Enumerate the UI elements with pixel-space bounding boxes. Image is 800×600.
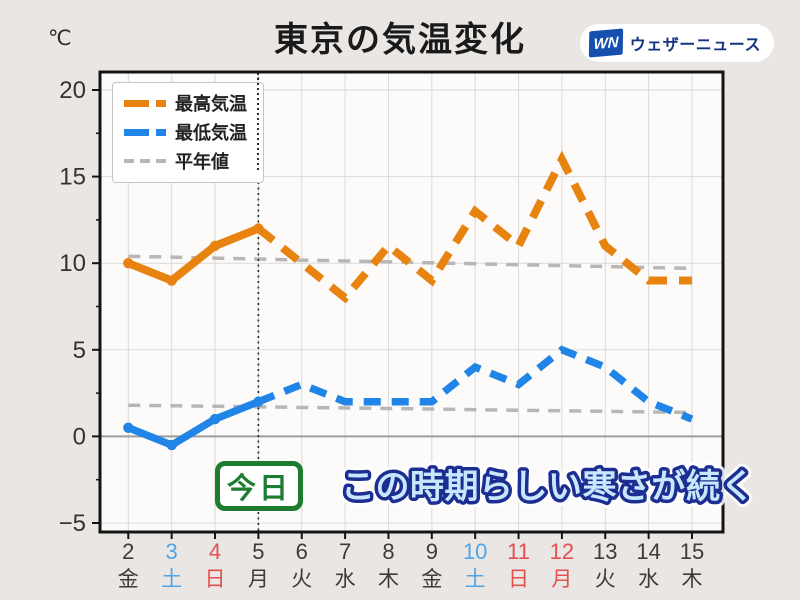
data-point-marker (209, 240, 221, 252)
x-axis-weekday-label: 日 (205, 568, 226, 591)
x-axis-weekday-label: 土 (465, 568, 486, 591)
min-temp-line-sample (124, 128, 166, 136)
max-temp-line-sample (124, 99, 166, 107)
legend-item-min-temp: 最低気温 (124, 122, 255, 143)
x-axis-day-label: 4 (209, 539, 221, 564)
y-axis-label: −5 (59, 510, 86, 537)
legend-label: 最高気温 (175, 94, 247, 114)
data-point-marker (166, 439, 177, 451)
y-axis-label: 15 (59, 164, 86, 191)
y-axis-label: 10 (59, 250, 86, 277)
x-axis-day-label: 15 (680, 539, 704, 564)
page-title: 東京の気温変化 (274, 21, 526, 59)
legend-item-normal: 平年値 (124, 151, 255, 172)
x-axis-day-label: 2 (122, 539, 134, 564)
today-badge: 今日 (215, 461, 303, 511)
x-axis-day-label: 3 (166, 539, 178, 564)
logo-text: ウェザーニュース (629, 37, 761, 54)
x-axis-day-label: 5 (252, 539, 264, 564)
legend-item-max-temp: 最高気温 (124, 93, 255, 114)
x-axis-day-label: 11 (507, 539, 530, 564)
min-temp-observed-line (124, 398, 263, 449)
x-axis-weekday-label: 月 (248, 568, 269, 591)
y-axis-label: 0 (73, 423, 86, 450)
x-axis-day-label: 13 (593, 539, 617, 564)
caption-glow: この時期らしい寒さが続く (341, 468, 755, 506)
x-axis-weekday-label: 木 (378, 568, 399, 591)
y-axis-unit-label: ℃ (48, 27, 72, 50)
x-axis-weekday-label: 火 (291, 568, 312, 591)
data-point-marker (253, 396, 264, 407)
data-point-marker (209, 413, 221, 425)
max-temp-forecast-line (255, 150, 692, 304)
x-axis-weekday-label: 月 (551, 568, 572, 591)
y-axis-label: 5 (73, 337, 86, 364)
x-axis-weekday-label: 金 (421, 568, 442, 591)
min-temp-forecast-line (256, 345, 694, 423)
plot-frame (98, 70, 725, 534)
x-axis-day-label: 10 (463, 539, 487, 564)
y-axis-label: 20 (59, 77, 86, 104)
weathernews-logo: WN ウェザーニュース (579, 24, 774, 62)
data-point-marker (123, 422, 134, 433)
x-axis-day-label: 12 (550, 539, 574, 564)
data-point-marker (253, 223, 264, 234)
x-axis-day-label: 8 (382, 539, 394, 564)
chart-legend: 最高気温 最低気温 平年値 (112, 82, 264, 183)
x-axis-weekday-label: 火 (595, 568, 616, 591)
data-point-marker (166, 275, 177, 286)
x-axis-weekday-label: 水 (638, 568, 659, 591)
data-point-marker (123, 258, 134, 269)
x-axis-weekday-label: 金 (118, 568, 139, 591)
x-axis-weekday-label: 土 (161, 568, 182, 591)
today-badge-label: 今日 (226, 473, 291, 505)
x-axis-day-label: 7 (339, 539, 351, 564)
x-axis-weekday-label: 木 (681, 568, 702, 591)
today-marker-line (257, 73, 259, 170)
legend-label: 平年値 (175, 152, 229, 172)
normal-value-line (128, 254, 693, 271)
x-axis-weekday-label: 水 (335, 568, 356, 591)
x-axis-day-label: 14 (636, 539, 660, 564)
x-axis-day-label: 6 (296, 539, 308, 564)
normal-value-line (128, 403, 693, 415)
x-axis-weekday-label: 日 (508, 568, 529, 591)
max-temp-observed-line (124, 224, 263, 285)
normal-line-sample (124, 159, 166, 163)
caption-text: この時期らしい寒さが続く (341, 468, 755, 506)
x-axis-day-label: 9 (426, 539, 438, 564)
legend-label: 最低気温 (175, 123, 247, 143)
